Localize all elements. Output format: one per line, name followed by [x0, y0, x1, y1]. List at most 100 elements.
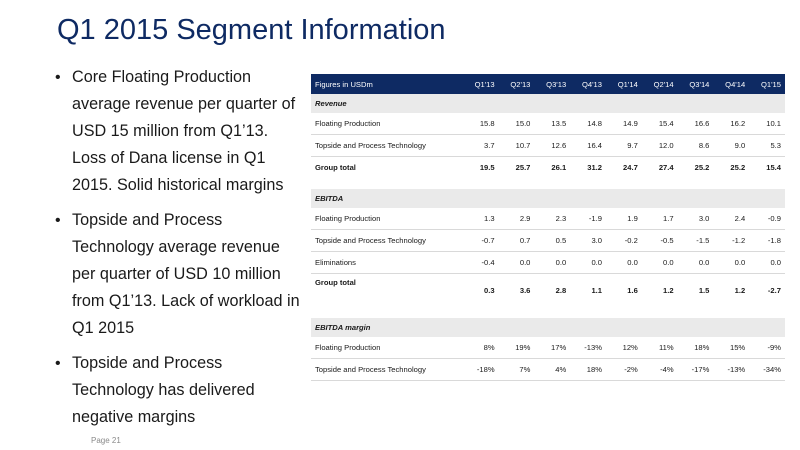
- bullet-item: Core Floating Production average revenue…: [52, 64, 302, 199]
- table-cell: 16.4: [570, 134, 606, 157]
- table-cell: 16.6: [677, 113, 714, 135]
- table-cell: 0.5: [534, 229, 571, 252]
- table-cell: 1.6: [606, 273, 642, 307]
- row-label: Floating Production: [311, 208, 463, 230]
- table-row: Topside and Process Technology -0.7 0.7 …: [311, 229, 785, 252]
- row-label: Topside and Process Technology: [311, 134, 463, 157]
- row-label: Floating Production: [311, 337, 463, 359]
- header-cell: Q3'14: [689, 79, 710, 89]
- header-cell: Q1'15: [760, 79, 781, 89]
- row-label: Floating Production: [311, 113, 463, 135]
- table-cell: 19.5: [462, 156, 499, 178]
- bullet-item: Topside and Process Technology has deliv…: [52, 350, 302, 431]
- table-cell: 24.7: [606, 156, 642, 178]
- section-label: EBITDA margin: [311, 318, 785, 337]
- header-cell: Q4'14: [725, 79, 746, 89]
- table-cell: 1.5: [677, 273, 714, 307]
- table-cell: 8%: [462, 337, 499, 359]
- spacer-row: [311, 307, 785, 318]
- table-cell: 0.0: [641, 251, 678, 274]
- table-cell: 0.0: [498, 251, 535, 274]
- table-cell: -1.5: [677, 229, 714, 252]
- table-cell: 0.3: [462, 273, 499, 307]
- header-cell: Q2'13: [510, 79, 531, 89]
- table-cell: 19%: [498, 337, 535, 359]
- table-cell: 9.0: [713, 134, 750, 157]
- table-cell: -0.5: [641, 229, 678, 252]
- table-cell: 0.0: [606, 251, 642, 274]
- table-cell: -2.7: [749, 273, 785, 307]
- table-cell: 5.3: [749, 134, 785, 157]
- table-cell: 2.3: [534, 208, 571, 230]
- table-cell: 12.0: [641, 134, 678, 157]
- table-cell: 0.0: [749, 251, 785, 274]
- table-cell: -13%: [713, 358, 750, 381]
- table-cell: 2.8: [534, 273, 571, 307]
- table-cell: 13.5: [534, 113, 571, 135]
- header-cell: Q1'14: [617, 79, 638, 89]
- table-cell: 14.9: [606, 113, 642, 135]
- table-cell: 1.7: [641, 208, 678, 230]
- table-cell: 1.3: [462, 208, 499, 230]
- table-cell: -9%: [749, 337, 785, 359]
- table-cell: 15%: [713, 337, 750, 359]
- table-cell: 31.2: [570, 156, 606, 178]
- table-cell: -0.2: [606, 229, 642, 252]
- segment-table: Figures in USDm Q1'13 Q2'13 Q3'13 Q4'13 …: [311, 74, 785, 381]
- spacer-row: [311, 178, 785, 189]
- section-row-ebitda: EBITDA: [311, 189, 785, 208]
- table-cell: 2.9: [498, 208, 535, 230]
- table-cell: 7%: [498, 358, 535, 381]
- header-cell: Q2'14: [653, 79, 674, 89]
- section-label: Revenue: [311, 94, 785, 113]
- table-cell: 27.4: [641, 156, 678, 178]
- table-cell: 3.0: [570, 229, 606, 252]
- table-cell: 10.7: [498, 134, 535, 157]
- table-cell: -0.4: [462, 251, 499, 274]
- header-cell: Q4'13: [581, 79, 602, 89]
- bullet-list: Core Floating Production average revenue…: [52, 64, 302, 439]
- table-cell: 0.7: [498, 229, 535, 252]
- table-cell: 25.2: [677, 156, 714, 178]
- section-label: EBITDA: [311, 189, 785, 208]
- table-cell: 3.7: [462, 134, 499, 157]
- table-cell: 4%: [534, 358, 571, 381]
- table-cell: 3.0: [677, 208, 714, 230]
- table-row: Topside and Process Technology -18% 7% 4…: [311, 358, 785, 381]
- table-row: Eliminations -0.4 0.0 0.0 0.0 0.0 0.0 0.…: [311, 251, 785, 274]
- table-cell: 15.4: [641, 113, 678, 135]
- row-label: Group total: [311, 156, 463, 178]
- total-row: Group total 19.5 25.7 26.1 31.2 24.7 27.…: [311, 156, 785, 178]
- table-cell: 25.7: [498, 156, 535, 178]
- table-cell: 0.0: [713, 251, 750, 274]
- header-cell: Figures in USDm: [315, 79, 373, 89]
- table-cell: 1.2: [713, 273, 750, 307]
- table-row: Topside and Process Technology 3.7 10.7 …: [311, 134, 785, 157]
- row-label: Eliminations: [311, 251, 463, 274]
- table-cell: 12%: [606, 337, 642, 359]
- row-label: Group total: [311, 273, 463, 307]
- total-row: Group total 0.3 3.6 2.8 1.1 1.6 1.2 1.5 …: [311, 273, 785, 307]
- table-cell: 14.8: [570, 113, 606, 135]
- table-cell: 9.7: [606, 134, 642, 157]
- table-row: Floating Production 1.3 2.9 2.3 -1.9 1.9…: [311, 208, 785, 230]
- table-cell: -13%: [570, 337, 606, 359]
- table-cell: -1.2: [713, 229, 750, 252]
- table-cell: 8.6: [677, 134, 714, 157]
- table-cell: -1.9: [570, 208, 606, 230]
- table-cell: 1.1: [570, 273, 606, 307]
- table-cell: 10.1: [749, 113, 785, 135]
- page-title: Q1 2015 Segment Information: [57, 14, 446, 46]
- table-cell: 11%: [641, 337, 678, 359]
- table-cell: 12.6: [534, 134, 571, 157]
- table-cell: 15.0: [498, 113, 535, 135]
- table-cell: -1.8: [749, 229, 785, 252]
- bullet-item: Topside and Process Technology average r…: [52, 207, 302, 342]
- table-row: Floating Production 8% 19% 17% -13% 12% …: [311, 337, 785, 359]
- page-number: Page 21: [91, 436, 121, 445]
- table-cell: 3.6: [498, 273, 535, 307]
- table-cell: 0.0: [534, 251, 571, 274]
- table-cell: 2.4: [713, 208, 750, 230]
- table-cell: 0.0: [570, 251, 606, 274]
- header-cell: Q3'13: [546, 79, 567, 89]
